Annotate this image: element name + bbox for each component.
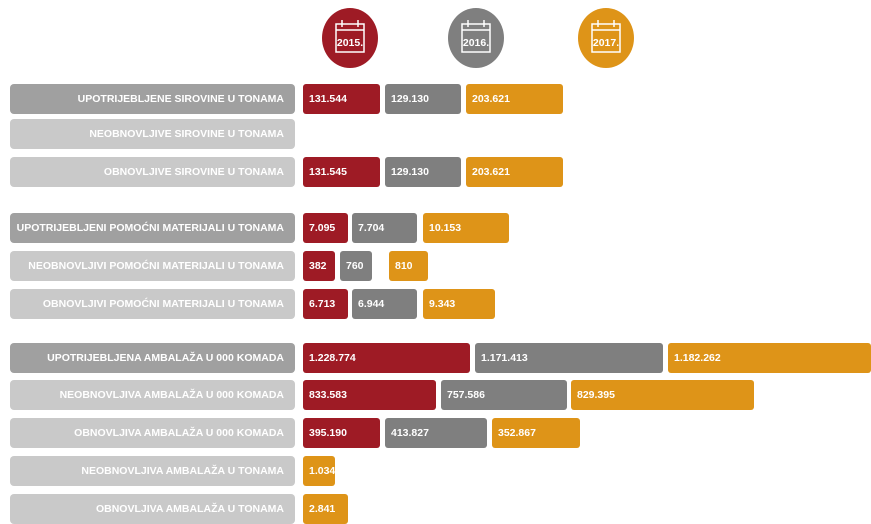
value-label: 131.545 <box>309 166 347 178</box>
calendar-icon <box>591 23 621 53</box>
year-header: 2015. <box>322 8 378 68</box>
value-label: 2.841 <box>309 503 335 515</box>
value-label: 1.182.262 <box>674 352 721 364</box>
value-bar <box>352 289 417 319</box>
year-header: 2016. <box>448 8 504 68</box>
row-label: NEOBNOVLJIVA AMBALAŽA U 000 KOMADA <box>60 388 285 401</box>
value-label: 6.713 <box>309 298 335 310</box>
value-bar <box>352 213 417 243</box>
row-label: UPOTRIJEBLJENE SIROVINE U TONAMA <box>78 93 285 105</box>
row-label: UPOTRIJEBLJENA AMBALAŽA U 000 KOMADA <box>47 351 284 364</box>
value-label: 203.621 <box>472 93 510 105</box>
year-badge <box>578 8 634 68</box>
value-label: 129.130 <box>391 93 429 105</box>
year-label: 2016. <box>463 37 489 49</box>
value-bar <box>441 380 567 410</box>
value-label: 1.034 <box>309 465 335 477</box>
row-label-box <box>10 343 295 373</box>
row-label-box <box>10 289 295 319</box>
value-label: 382 <box>309 260 327 272</box>
value-bar <box>303 494 348 524</box>
row-label-box <box>10 251 295 281</box>
value-bar <box>385 418 487 448</box>
value-label: 6.944 <box>358 298 384 310</box>
value-bar <box>423 289 495 319</box>
value-label: 352.867 <box>498 427 536 439</box>
row-label-box <box>10 494 295 524</box>
value-bar <box>668 343 871 373</box>
value-label: 757.586 <box>447 389 485 401</box>
row-label: UPOTRIJEBLJENI POMOĆNI MATERIJALI U TONA… <box>17 221 285 234</box>
row-label: OBNOVLJIVA AMBALAŽA U TONAMA <box>96 502 284 515</box>
row-label: NEOBNOVLJIVI POMOĆNI MATERIJALI U TONAMA <box>28 259 284 272</box>
year-header: 2017. <box>578 8 634 68</box>
value-bar <box>303 251 335 281</box>
row-label-box <box>10 119 295 149</box>
value-bar <box>340 251 372 281</box>
row-label-box <box>10 157 295 187</box>
value-bar <box>389 251 428 281</box>
value-bar <box>385 84 461 114</box>
value-bar <box>423 213 509 243</box>
value-bar <box>475 343 663 373</box>
value-label: 829.395 <box>577 389 615 401</box>
value-bar <box>385 157 461 187</box>
row-label-box <box>10 380 295 410</box>
value-label: 131.544 <box>309 93 347 105</box>
value-bar <box>466 84 563 114</box>
row-label: NEOBNOVLJIVE SIROVINE U TONAMA <box>89 128 284 140</box>
year-badge <box>322 8 378 68</box>
value-label: 10.153 <box>429 222 461 234</box>
value-label: 1.171.413 <box>481 352 528 364</box>
value-bar <box>466 157 563 187</box>
row-label: OBNOVLJIVA AMBALAŽA U 000 KOMADA <box>74 426 284 439</box>
value-label: 413.827 <box>391 427 429 439</box>
value-bar <box>303 289 348 319</box>
value-bar <box>303 213 348 243</box>
value-label: 7.095 <box>309 222 335 234</box>
row-label-box <box>10 418 295 448</box>
value-label: 760 <box>346 260 364 272</box>
value-label: 203.621 <box>472 166 510 178</box>
value-bar <box>492 418 580 448</box>
value-label: 9.343 <box>429 298 455 310</box>
year-label: 2017. <box>593 37 619 49</box>
value-bar <box>571 380 754 410</box>
value-label: 833.583 <box>309 389 347 401</box>
calendar-icon <box>461 23 491 53</box>
value-bar <box>303 343 470 373</box>
row-label: OBNOVLJIVE SIROVINE U TONAMA <box>104 166 284 178</box>
row-label-box <box>10 213 295 243</box>
row-label-box <box>10 84 295 114</box>
value-label: 1.228.774 <box>309 352 356 364</box>
value-bar <box>303 84 380 114</box>
year-badge <box>448 8 504 68</box>
row-label: OBNOVLJIVI POMOĆNI MATERIJALI U TONAMA <box>43 297 285 310</box>
year-label: 2015. <box>337 37 363 49</box>
value-label: 395.190 <box>309 427 347 439</box>
row-label: NEOBNOVLJIVA AMBALAŽA U TONAMA <box>81 464 284 477</box>
value-bar <box>303 418 380 448</box>
calendar-icon <box>335 23 365 53</box>
value-bar <box>303 456 335 486</box>
value-bar <box>303 157 380 187</box>
row-label-box <box>10 456 295 486</box>
value-label: 129.130 <box>391 166 429 178</box>
value-label: 7.704 <box>358 222 384 234</box>
value-label: 810 <box>395 260 413 272</box>
value-bar <box>303 380 436 410</box>
